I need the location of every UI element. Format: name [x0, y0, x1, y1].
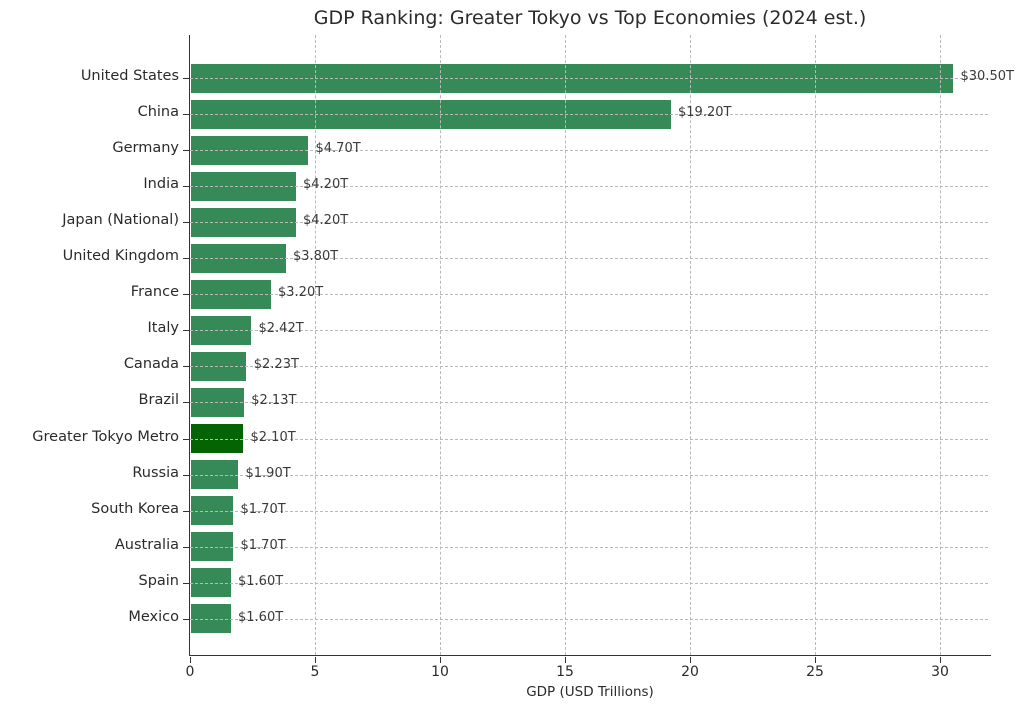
y-gridline — [190, 546, 988, 548]
y-tick-mark — [183, 582, 189, 584]
y-tick-mark — [183, 402, 189, 404]
y-gridline — [190, 510, 988, 512]
bar-value-label: $30.50T — [960, 69, 1014, 84]
x-tick-label: 10 — [431, 664, 449, 680]
bar-value-label: $2.23T — [253, 357, 299, 373]
category-label: South Korea — [91, 500, 179, 517]
category-label: Greater Tokyo Metro — [32, 428, 179, 445]
bar-value-label: $2.13T — [251, 393, 297, 409]
x-gridline — [690, 35, 691, 655]
y-tick-mark — [183, 78, 189, 79]
y-gridline — [190, 618, 988, 620]
chart-title: GDP Ranking: Greater Tokyo vs Top Econom… — [313, 7, 867, 29]
category-label: Brazil — [138, 392, 179, 409]
bar-value-label: $3.20T — [278, 285, 324, 301]
x-tick-label: 25 — [806, 664, 824, 680]
bar-value-label: $1.70T — [240, 537, 286, 553]
x-gridline — [815, 35, 816, 655]
bar-value-label: $3.80T — [293, 249, 339, 265]
bar-value-label: $19.20T — [678, 105, 732, 121]
x-gridline — [440, 35, 441, 655]
y-tick-mark — [183, 618, 189, 620]
bar-value-label: $4.20T — [303, 213, 349, 229]
x-tick-mark — [190, 656, 191, 663]
category-label: China — [137, 104, 179, 121]
y-tick-mark — [183, 294, 189, 296]
category-label: Spain — [138, 572, 179, 589]
y-tick-mark — [183, 222, 189, 224]
y-tick-mark — [183, 474, 189, 476]
category-label: Germany — [112, 140, 179, 157]
y-tick-mark — [183, 258, 189, 260]
x-tick-mark — [815, 656, 816, 663]
category-label: United Kingdom — [62, 248, 179, 265]
x-tick-label: 15 — [556, 664, 574, 680]
category-label: Canada — [123, 356, 179, 373]
bar-value-label: $1.90T — [245, 465, 291, 481]
category-label: Russia — [132, 464, 179, 481]
x-tick-mark — [690, 656, 691, 663]
plot-area — [188, 35, 991, 656]
y-gridline — [190, 366, 988, 368]
category-label: Japan (National) — [62, 212, 179, 229]
y-tick-mark — [183, 330, 189, 332]
y-gridline — [190, 78, 988, 79]
x-tick-mark — [440, 656, 441, 663]
y-gridline — [190, 402, 988, 404]
x-tick-mark — [565, 656, 566, 663]
y-tick-mark — [183, 546, 189, 548]
category-label: France — [130, 284, 179, 301]
y-gridline — [190, 114, 988, 116]
bar-value-label: $4.70T — [315, 141, 361, 157]
x-gridline — [565, 35, 566, 655]
y-tick-mark — [183, 150, 189, 152]
x-gridline — [940, 35, 941, 655]
y-tick-mark — [183, 510, 189, 512]
category-label: Mexico — [128, 608, 179, 625]
y-tick-mark — [183, 438, 189, 440]
y-gridline — [190, 294, 988, 296]
x-tick-label: 0 — [185, 664, 195, 680]
category-label: India — [143, 176, 179, 193]
category-label: Australia — [114, 536, 179, 553]
y-tick-mark — [183, 114, 189, 116]
bar-value-label: $2.42T — [258, 321, 304, 337]
y-tick-mark — [183, 366, 189, 368]
bar-value-label: $1.60T — [238, 573, 284, 589]
category-label: United States — [80, 68, 179, 84]
category-label: Italy — [147, 320, 179, 337]
y-gridline — [190, 222, 988, 224]
x-tick-label: 30 — [931, 664, 949, 680]
bar-value-label: $2.10T — [250, 429, 296, 445]
y-gridline — [190, 474, 988, 476]
y-tick-mark — [183, 186, 189, 188]
bar-value-label: $1.70T — [240, 501, 286, 517]
y-gridline — [190, 186, 988, 188]
x-axis-label: GDP (USD Trillions) — [526, 684, 654, 700]
y-gridline — [190, 330, 988, 332]
y-gridline — [190, 438, 988, 440]
x-tick-mark — [940, 656, 941, 663]
x-tick-label: 5 — [310, 664, 320, 680]
x-tick-label: 20 — [681, 664, 699, 680]
bar-value-label: $4.20T — [303, 177, 349, 193]
x-tick-mark — [315, 656, 316, 663]
y-gridline — [190, 258, 988, 260]
bar-value-label: $1.60T — [238, 609, 284, 625]
y-gridline — [190, 582, 988, 584]
y-gridline — [190, 150, 988, 152]
x-gridline — [315, 35, 316, 655]
